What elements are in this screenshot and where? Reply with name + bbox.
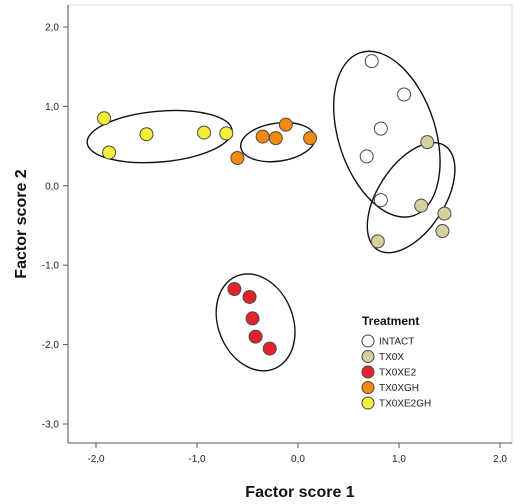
legend-marker [361,381,375,394]
data-point-tx0xe2 [227,282,242,297]
x-tick-label: 2,0 [493,454,507,465]
y-tick-label: -2,0 [42,340,60,351]
x-tick-label: 1,0 [392,454,406,465]
legend: Treatment INTACT TX0X TX0XE2 TX0XGH TX0XE2GH [361,314,431,410]
data-point-tx0x [420,135,435,150]
y-tick-label: -3,0 [42,420,60,431]
legend-label: TX0XE2 [379,368,417,379]
cluster-ellipse-intact [333,50,441,218]
legend-label: TX0X [379,352,404,363]
legend-marker [361,350,375,363]
data-point-intact [397,87,412,102]
data-point-tx0xe2gh [97,111,112,126]
data-point-tx0xgh [303,131,318,146]
axis-ticks: -2,0 -1,0 0,0 1,0 2,0 2,0 1,0 0,0 -1,0 -2,0 -3,0 [42,23,508,466]
data-point-intact [373,121,388,136]
legend-label: TX0XGH [379,383,419,394]
data-points [97,54,452,356]
y-tick-label: 1,0 [45,102,59,113]
x-tick-label: -2,0 [87,454,105,465]
data-point-tx0x [370,234,385,249]
y-tick-label: 2,0 [45,23,59,34]
legend-items: INTACT TX0X TX0XE2 TX0XGH TX0XE2GH [361,334,431,410]
data-point-intact [373,193,388,208]
y-axis-title: Factor score 2 [13,169,30,278]
data-point-tx0xe2 [262,341,277,356]
plot-area [67,4,513,444]
data-point-tx0xgh [278,117,293,132]
data-point-tx0xe2 [242,289,257,304]
legend-label: TX0XE2GH [379,399,431,410]
data-point-tx0x [437,206,452,221]
data-point-tx0xgh [230,151,245,166]
data-point-tx0x [435,224,450,239]
x-axis-title: Factor score 1 [245,484,354,501]
data-point-tx0xe2 [248,329,263,344]
data-point-tx0xe2gh [139,127,154,142]
data-point-tx0xe2 [245,311,260,326]
legend-title: Treatment [362,314,419,328]
legend-marker [361,396,375,410]
data-point-tx0xgh [268,131,283,146]
legend-marker [361,334,375,348]
data-point-tx0x [414,198,429,213]
data-point-intact [359,149,374,164]
y-tick-label: 0,0 [45,181,59,192]
cluster-ellipse-tx0xe2 [215,273,296,372]
x-tick-label: 0,0 [291,454,305,465]
legend-marker [361,365,375,379]
data-point-tx0xgh [255,129,270,144]
legend-label: INTACT [379,337,414,348]
x-tick-label: -1,0 [188,454,206,465]
data-point-tx0xe2gh [197,125,212,140]
y-tick-label: -1,0 [42,261,60,272]
data-point-intact [364,54,379,69]
data-point-tx0xe2gh [219,126,234,141]
data-point-tx0xe2gh [102,145,117,160]
